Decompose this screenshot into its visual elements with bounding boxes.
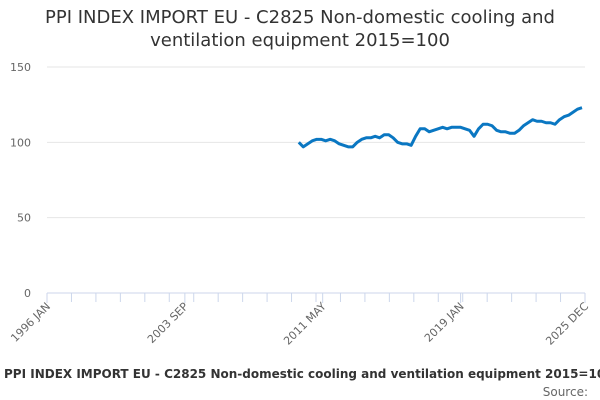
y-tick-label: 100 [10, 136, 31, 149]
source-label: Source: [543, 385, 588, 399]
data-line [297, 106, 583, 149]
y-tick-label: 0 [24, 287, 31, 300]
x-tick-label: 2025 DEC [543, 300, 591, 348]
x-tick-label: 2019 JAN [422, 300, 467, 345]
footer-title: PPI INDEX IMPORT EU - C2825 Non-domestic… [4, 367, 600, 381]
x-tick-label: 1996 JAN [8, 300, 53, 345]
chart-title: PPI INDEX IMPORT EU - C2825 Non-domestic… [45, 7, 555, 51]
y-tick-label: 50 [17, 212, 31, 225]
x-tick-label: 2003 SEP [145, 300, 191, 346]
y-tick-label: 150 [10, 61, 31, 74]
x-tick-label: 2011 MAY [281, 300, 329, 348]
